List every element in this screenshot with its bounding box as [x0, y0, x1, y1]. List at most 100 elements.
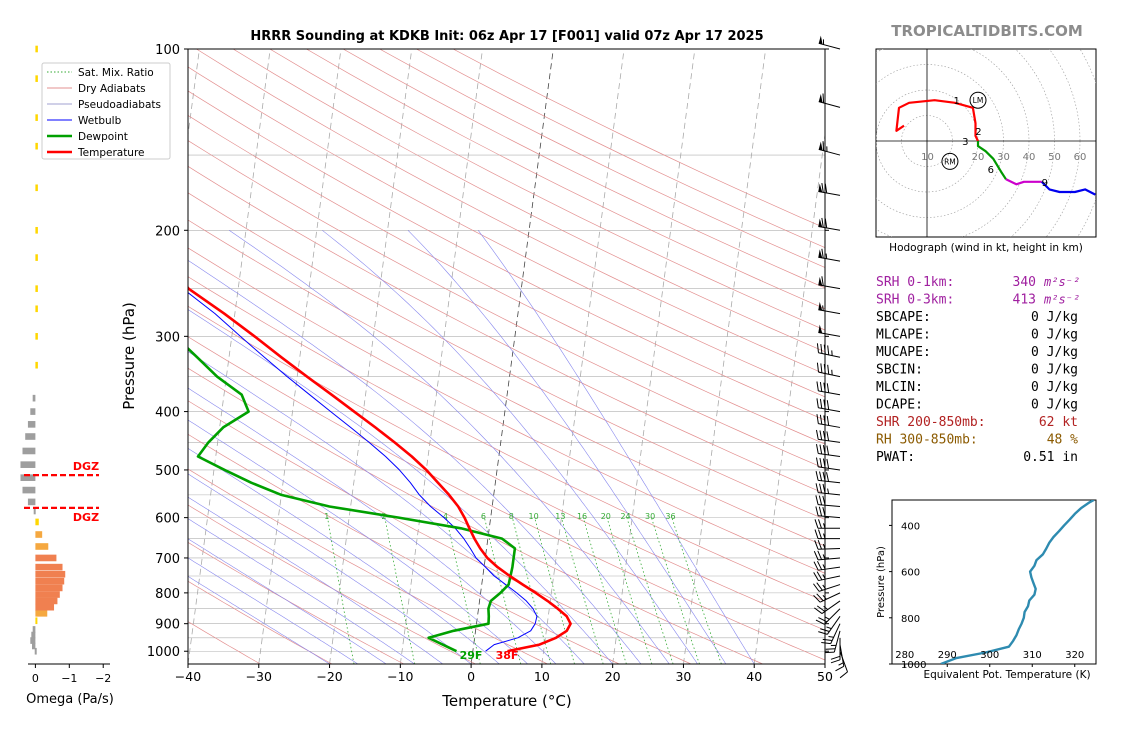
y-tick-label: 400 [155, 406, 180, 421]
barb-full [824, 218, 828, 229]
barb-full [819, 398, 823, 409]
barb-staff [818, 371, 841, 378]
barb-full [814, 529, 819, 539]
x-tick-label: 10 [534, 669, 550, 684]
omega-bar [20, 461, 36, 468]
barb-full [813, 550, 819, 561]
dry-adiabat [269, 49, 825, 331]
x-tick-label: 50 [817, 669, 833, 684]
legend-box [41, 62, 171, 160]
barb-full [813, 594, 821, 603]
barb-full [823, 344, 826, 355]
isotherm-line [258, 49, 342, 664]
barb-full [815, 495, 819, 505]
hodograph-segment [976, 141, 1007, 180]
omega-bar [27, 421, 36, 428]
dry-adiabat [188, 468, 548, 664]
mixing-ratio-line [561, 517, 604, 664]
barb-half [826, 626, 832, 630]
barb-full [819, 414, 823, 425]
dry-adiabat [188, 336, 825, 661]
theta-e-y-tick-label: 400 [901, 521, 920, 532]
y-tick-label: 500 [155, 464, 180, 479]
barb-full [818, 519, 822, 529]
omega-xlabel: Omega (Pa/s) [26, 692, 114, 707]
barb-staff [819, 592, 841, 603]
wind-barb [818, 276, 841, 290]
barb-full [827, 364, 830, 375]
omega-bar [32, 626, 36, 633]
barb-full [820, 363, 823, 373]
isotherm-line [399, 49, 483, 664]
x-tick-label: −20 [316, 669, 342, 684]
chart-title: HRRR Sounding at KDKB Init: 06z Apr 17 [… [250, 29, 763, 44]
barb-staff [818, 191, 841, 196]
barb-full [814, 540, 819, 550]
barb-flag [818, 301, 823, 311]
dry-adiabat [196, 49, 825, 375]
index-label: MLCAPE: [876, 328, 931, 343]
omega-bar [35, 184, 38, 192]
barb-full [821, 642, 831, 645]
omega-bar [35, 570, 66, 578]
barb-full [814, 607, 823, 614]
barb-full [815, 471, 819, 481]
dgz-label: DGZ [73, 460, 99, 473]
index-label: SBCIN: [876, 363, 923, 378]
theta-e-panel: 280 290 300 310 320 400 600 800 1000 [889, 499, 1097, 671]
theta-e-y-tick-label: 800 [901, 614, 920, 625]
index-label: SRH 0-3km: [876, 293, 954, 308]
wind-barb [818, 324, 841, 337]
barb-flag [818, 276, 823, 286]
skewt-panel: 1 2 4 6 8 10 13 16 20 24 30 36 −40 −30 −20 −10 0 10 20 30 4… [41, 43, 833, 710]
omega-bar [35, 531, 43, 538]
omega-bar [22, 447, 36, 455]
dry-adiabat [188, 367, 763, 664]
barb-full [817, 550, 823, 560]
hodograph-segment [1041, 181, 1096, 196]
moist-adiabat [188, 496, 443, 664]
dry-adiabat [188, 219, 825, 547]
barb-full [820, 343, 823, 354]
barb-flag [818, 141, 823, 151]
barb-half [824, 616, 830, 620]
barb-full [826, 415, 830, 426]
omega-bar [35, 333, 38, 340]
y-tick-label: 700 [155, 552, 180, 567]
surface-temperature-label: 38F [496, 649, 519, 662]
barb-full [827, 345, 830, 355]
hodograph-ring-label: 30 [997, 152, 1010, 163]
theta-e-y-tick-label: 1000 [901, 660, 926, 671]
omega-bar [35, 603, 55, 611]
barb-half [822, 564, 826, 570]
barb-full [822, 471, 826, 482]
omega-bar [31, 631, 36, 639]
hodograph-caption: Hodograph (wind in kt, height in km) [889, 242, 1083, 254]
wind-barb [818, 35, 841, 50]
x-tick-label: −40 [175, 669, 201, 684]
isotherm-line [541, 49, 625, 664]
legend-label: Wetbulb [78, 115, 122, 127]
wind-barb [816, 429, 841, 443]
barb-full [815, 619, 825, 625]
hodograph-ring-label: 50 [1048, 152, 1061, 163]
barb-half [823, 605, 829, 610]
index-label: SBCAPE: [876, 310, 931, 325]
y-tick-label: 600 [155, 512, 180, 527]
dry-adiabat [232, 49, 825, 353]
x-tick-label: −30 [246, 669, 272, 684]
mixing-ratio-label: 2 [381, 512, 386, 521]
omega-bar [35, 305, 38, 313]
theta-e-x-tick-label: 280 [895, 650, 914, 661]
mixing-ratio-label: 24 [620, 512, 630, 521]
hodograph-panel: 10 20 30 40 50 60 1 23 6 9 LM RM [875, 48, 1097, 238]
mixing-ratio-label: 10 [528, 512, 538, 521]
barb-full [816, 444, 819, 454]
storm-motion-label: RM [944, 157, 956, 166]
isotherm-line [188, 49, 271, 664]
barb-full [826, 445, 830, 456]
hodograph-segment [895, 99, 979, 142]
barb-full [826, 400, 830, 410]
barb-full [816, 593, 824, 602]
